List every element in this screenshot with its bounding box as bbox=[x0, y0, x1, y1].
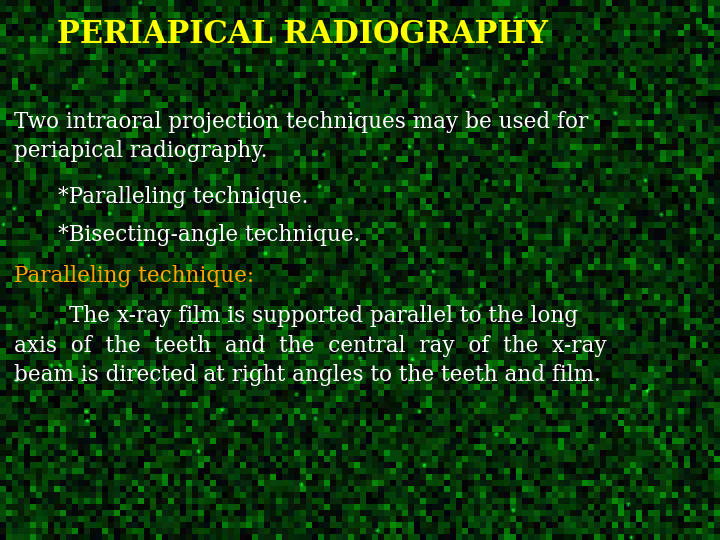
Text: *Paralleling technique.: *Paralleling technique. bbox=[58, 186, 308, 208]
Text: PERIAPICAL RADIOGRAPHY: PERIAPICAL RADIOGRAPHY bbox=[57, 19, 548, 50]
Text: Two intraoral projection techniques may be used for
periapical radiography.: Two intraoral projection techniques may … bbox=[14, 111, 589, 163]
Text: *Bisecting-angle technique.: *Bisecting-angle technique. bbox=[58, 224, 360, 246]
Text: Paralleling technique:: Paralleling technique: bbox=[14, 265, 255, 287]
Text: The x-ray film is supported parallel to the long
axis  of  the  teeth  and  the : The x-ray film is supported parallel to … bbox=[14, 305, 607, 387]
